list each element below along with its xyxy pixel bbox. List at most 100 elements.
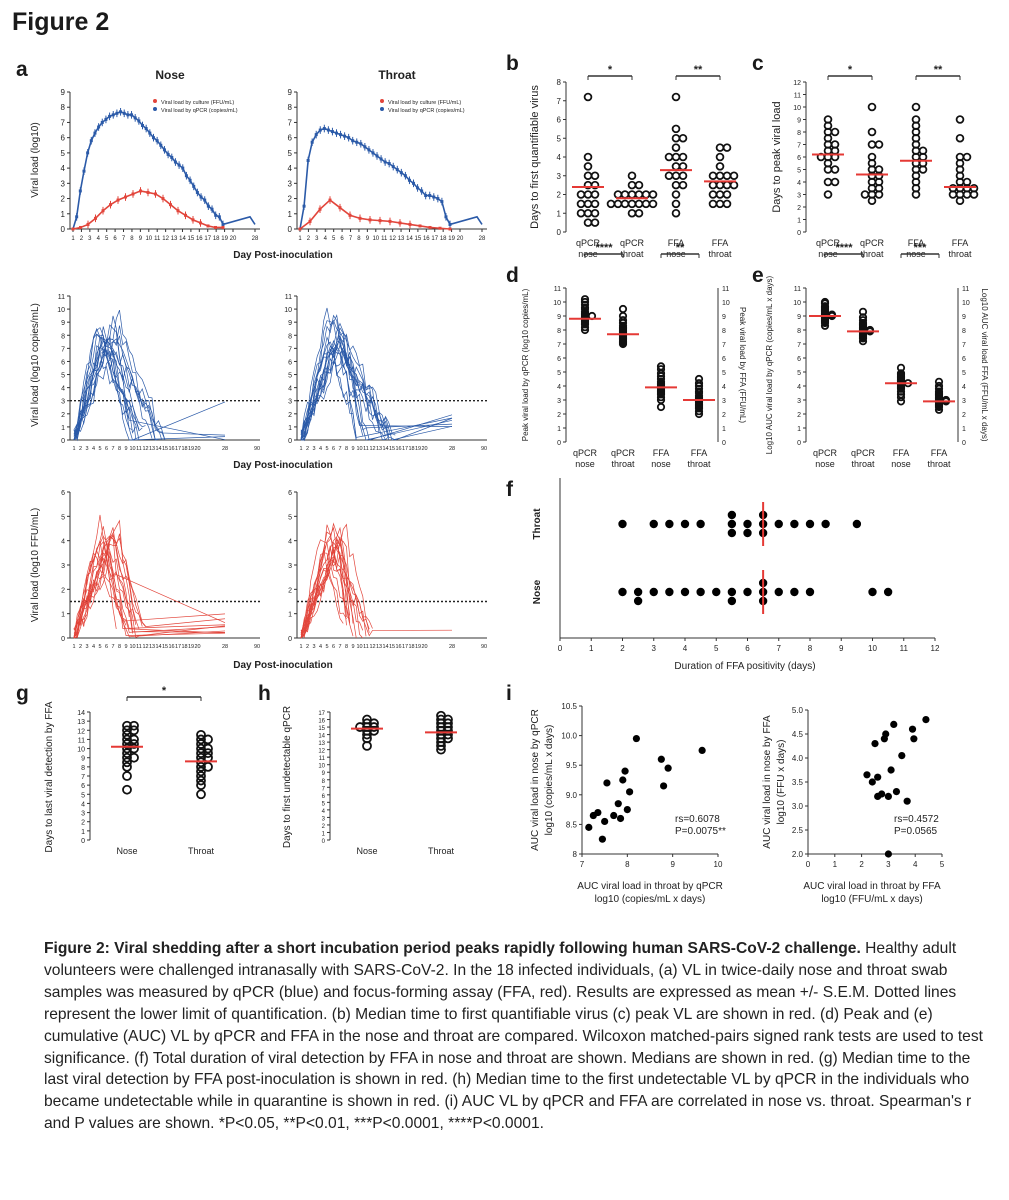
- data-point-b: [708, 180, 718, 190]
- panel-i2-xtick-label: 4: [913, 860, 918, 869]
- data-point: [137, 119, 141, 123]
- significance-label: ***: [914, 242, 928, 254]
- legend-label-culture: Viral load by culture (FFU/mL): [161, 100, 234, 106]
- panel-a-qpcr-nose-xtick-label: 18: [181, 446, 187, 452]
- data-point: [191, 218, 195, 222]
- data-point: [170, 155, 174, 159]
- legend-marker-qpcr: [380, 107, 384, 111]
- data-point-g: [122, 771, 132, 781]
- data-point-i1: [619, 776, 627, 784]
- panel-g-ytick-label: 13: [77, 719, 85, 726]
- panel-a-ffa-throat-ytick-label: 1: [288, 612, 292, 619]
- category-label: qPCR: [860, 238, 885, 248]
- panel-a-qpcr-nose-ytick-label: 7: [61, 346, 65, 353]
- legend-marker-qpcr: [153, 107, 157, 111]
- data-point-b: [722, 199, 732, 209]
- data-point-b: [715, 162, 725, 171]
- panel-a-throat-xtick-label: 5: [332, 236, 336, 242]
- category-label: FFA: [952, 238, 969, 248]
- data-point: [206, 204, 210, 208]
- panel-a-ffa-nose-xtick-label: 28: [222, 644, 228, 650]
- data-point-b: [583, 92, 593, 102]
- panel-a-nose-xtick-label: 15: [188, 236, 195, 242]
- panel-a-qpcr-throat-xtick-label: 11: [363, 446, 369, 452]
- data-point: [407, 178, 411, 182]
- data-point: [111, 113, 115, 117]
- data-point-c: [955, 133, 965, 143]
- data-point-e: [858, 307, 868, 316]
- panel-i1-ytick-label: 8.5: [566, 820, 578, 829]
- data-point: [119, 110, 123, 114]
- data-point-f: [774, 587, 783, 597]
- panel-e-ytick-label: 4: [797, 384, 801, 391]
- panel-d-y2tick-label: 8: [722, 328, 726, 335]
- panel-label-f: f: [506, 478, 513, 501]
- data-point-d: [694, 379, 704, 388]
- series-line-qPCR-nose: [72, 110, 256, 230]
- data-point: [221, 225, 225, 229]
- data-point-b: [729, 171, 739, 181]
- data-point-f: [852, 519, 862, 529]
- category-label: qPCR: [816, 238, 841, 248]
- panel-a-qpcr-throat-xtick-label: 28: [449, 446, 455, 452]
- panel-f-xtick-label: 3: [652, 644, 657, 653]
- data-point-b: [620, 199, 630, 209]
- individual-trace: [73, 352, 140, 441]
- panel-a-qpcr-throat-xtick-label: 5: [325, 446, 328, 452]
- panel-a-ffa-throat-xtick-label: 13: [376, 644, 382, 650]
- panel-label-g: g: [16, 682, 29, 705]
- data-point-h: [436, 710, 446, 721]
- panel-g-ytick-label: 0: [81, 838, 85, 845]
- panel-e-ytick-label: 8: [797, 328, 801, 335]
- data-point: [308, 219, 312, 223]
- data-point-c: [867, 127, 877, 137]
- data-point: [184, 213, 187, 217]
- panel-a-ffa-throat-xtick-label: 12: [369, 644, 375, 650]
- data-point: [199, 195, 203, 199]
- panel-a-ffa-nose-xtick-label: 14: [155, 644, 161, 650]
- panel-d-ytick-label: 11: [554, 286, 561, 293]
- data-point-f: [790, 519, 799, 529]
- panel-h-ytick-label: 12: [318, 749, 325, 755]
- panel-a-nose-ytick-label: 1: [61, 210, 66, 219]
- data-point: [130, 113, 134, 117]
- panel-h-ytick-label: 3: [322, 816, 326, 822]
- panel-h-ytick-label: 0: [322, 839, 326, 845]
- panel-a-qpcr-throat-xtick-label: 14: [382, 446, 388, 452]
- panel-a-qpcr-nose-xtick-label: 14: [155, 446, 161, 452]
- data-point: [358, 216, 362, 220]
- data-point-i2: [892, 788, 901, 796]
- panel-e-y2tick-label: 3: [962, 398, 966, 405]
- legend-label-culture: Viral load by culture (FFU/mL): [388, 100, 461, 106]
- category-label: Nose: [356, 846, 377, 856]
- data-point-b: [641, 190, 651, 199]
- data-point: [176, 209, 180, 213]
- panel-i2-ytick-label: 4.5: [792, 730, 804, 739]
- data-point-b: [627, 180, 637, 190]
- panel-a-qpcr-nose-xtick-label: 4: [92, 446, 95, 452]
- data-point-f: [649, 519, 658, 529]
- individual-trace: [300, 307, 386, 441]
- panel-a-throat-xtick-label: 8: [357, 236, 361, 242]
- individual-trace: [300, 542, 370, 639]
- panel-a-qpcr-nose-xtick-label: 3: [85, 446, 88, 452]
- data-point-f: [774, 519, 783, 529]
- data-point-d: [618, 311, 628, 321]
- panel-a-ffa-nose-ytick-label: 4: [61, 539, 65, 546]
- panel-h-ytick-label: 11: [319, 756, 326, 762]
- data-point: [318, 207, 322, 211]
- data-point-i1: [594, 808, 602, 817]
- data-point-g: [196, 729, 206, 740]
- panel-i2-xtick-label: 0: [806, 860, 811, 869]
- panel-a-ffa-throat-ytick-label: 2: [288, 587, 292, 594]
- data-point-g: [196, 789, 206, 800]
- data-point-b: [671, 190, 681, 199]
- data-point: [71, 227, 75, 231]
- panel-a-qpcr-nose-xtick-label: 16: [168, 446, 174, 452]
- panel-d-ytick-label: 10: [553, 300, 561, 307]
- panel-b-ytick-label: 3: [557, 172, 562, 181]
- data-point: [195, 190, 199, 194]
- panel-h-ytick-label: 8: [322, 779, 326, 785]
- data-point: [184, 174, 188, 178]
